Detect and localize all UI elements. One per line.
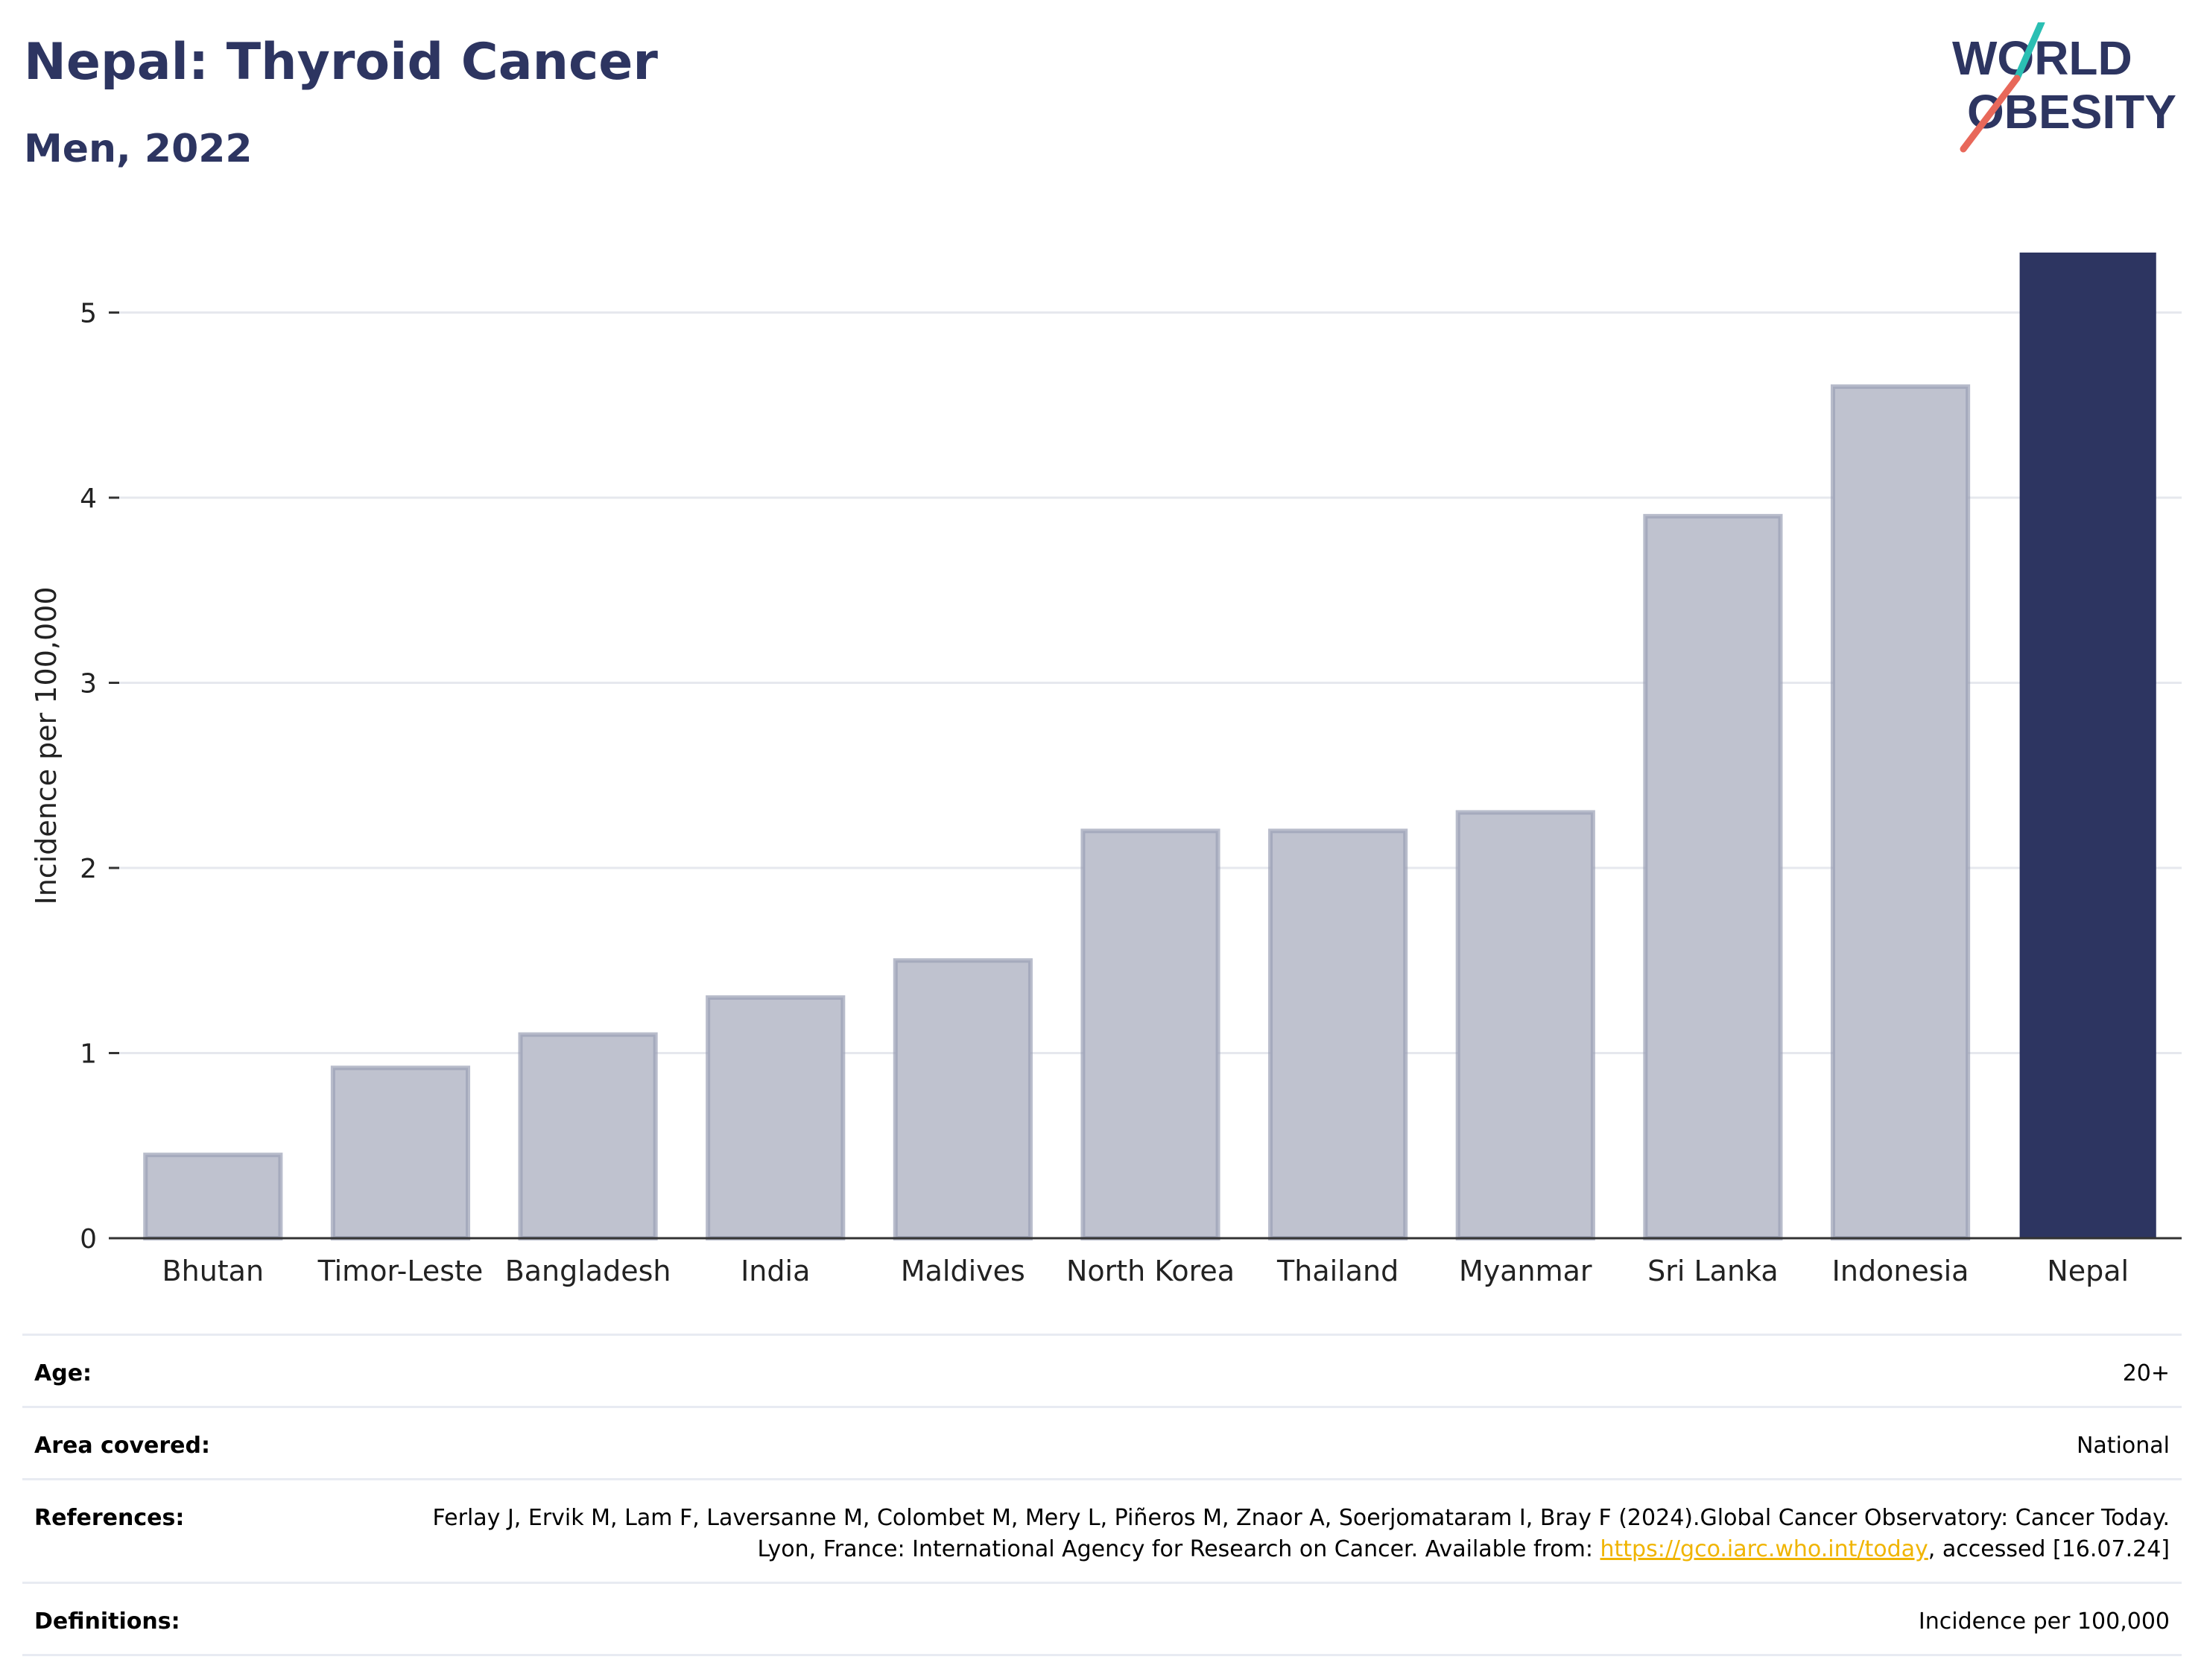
x-tick-label: Bangladesh [505, 1255, 671, 1287]
chart-title: Nepal: Thyroid Cancer [24, 33, 658, 92]
age-value: 20+ [2122, 1360, 2170, 1386]
x-tick-label: Timor-Leste [317, 1255, 484, 1287]
bar-sri-lanka [1643, 513, 1783, 1240]
references-link[interactable]: https://gco.iarc.who.int/today [1600, 1536, 1928, 1562]
meta-row-references: References: Ferlay J, Ervik M, Lam F, La… [22, 1478, 2182, 1582]
bars [143, 253, 2156, 1241]
definitions-label: Definitions: [34, 1608, 180, 1635]
bar-north-korea [1080, 828, 1220, 1240]
x-tick-label: India [741, 1255, 810, 1287]
bar-india [706, 995, 846, 1240]
x-tick-label: Maldives [901, 1255, 1025, 1287]
bar-chart: 0 1 2 3 4 5 Bhutan Timor-Leste Bangladesh India M… [30, 253, 2182, 1287]
metadata-table: Age: 20+ Area covered: National Referenc… [22, 1334, 2182, 1656]
references-value: Ferlay J, Ervik M, Lam F, Laversanne M, … [381, 1503, 2170, 1565]
references-text: Ferlay J, Ervik M, Lam F, Laversanne M, … [432, 1505, 2170, 1562]
bar-myanmar [1455, 810, 1595, 1240]
area-value: National [2076, 1433, 2170, 1459]
y-tick-label: 3 [80, 669, 97, 700]
bar-indonesia [1830, 384, 1971, 1241]
bar-timor-leste [330, 1065, 471, 1240]
bar-maldives [893, 958, 1033, 1240]
logo-line1: WORLD [1952, 31, 2132, 85]
y-tick-label: 1 [80, 1039, 97, 1070]
definitions-value: Incidence per 100,000 [1918, 1608, 2170, 1635]
y-axis-label: Incidence per 100,000 [30, 586, 63, 904]
y-tick-label: 5 [80, 299, 97, 329]
x-tick-label: Nepal [2047, 1255, 2129, 1287]
area-label: Area covered: [34, 1433, 210, 1459]
x-tick-label: Thailand [1276, 1255, 1399, 1287]
y-tick-label: 2 [80, 854, 97, 884]
bar-nepal [2019, 253, 2156, 1239]
x-tick-labels: Bhutan Timor-Leste Bangladesh India Maldives… [162, 1255, 2129, 1287]
y-tick-label: 0 [80, 1224, 97, 1255]
bar-bhutan [143, 1153, 283, 1240]
x-tick-label: Indonesia [1832, 1255, 1969, 1287]
references-label: References: [34, 1505, 185, 1531]
x-tick-label: Myanmar [1459, 1255, 1592, 1287]
logo-slash-teal [2013, 22, 2045, 82]
references-suffix: , accessed [16.07.24] [1928, 1536, 2170, 1562]
meta-row-age: Age: 20+ [22, 1334, 2182, 1406]
x-tick-label: Sri Lanka [1647, 1255, 1779, 1287]
bar-bangladesh [518, 1032, 658, 1241]
bar-thailand [1268, 828, 1408, 1240]
age-label: Age: [34, 1360, 92, 1386]
x-tick-label: Bhutan [162, 1255, 265, 1287]
world-obesity-logo: WORLD OBESITY [1952, 22, 2176, 153]
logo-slash-red [1960, 75, 2021, 153]
meta-row-area: Area covered: National [22, 1406, 2182, 1478]
meta-row-definitions: Definitions: Incidence per 100,000 [22, 1582, 2182, 1656]
x-tick-label: North Korea [1066, 1255, 1235, 1287]
y-tick-label: 4 [80, 484, 97, 514]
y-tick-labels: 0 1 2 3 4 5 [80, 299, 119, 1255]
chart-subtitle: Men, 2022 [24, 127, 253, 171]
